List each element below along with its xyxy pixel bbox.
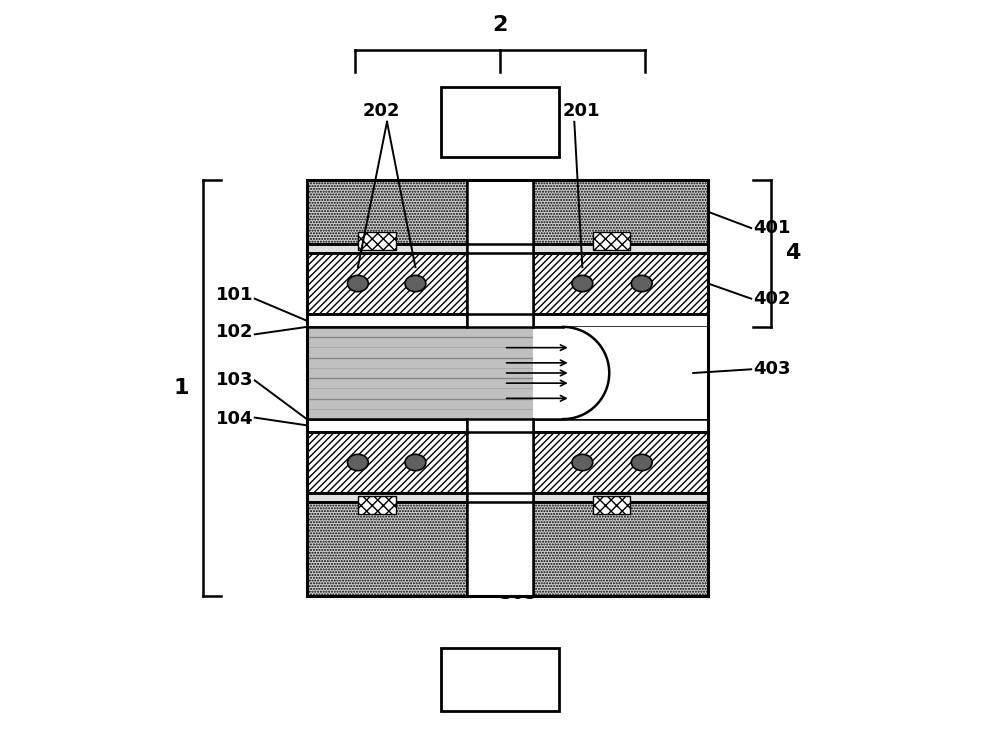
Bar bbox=[593, 495, 630, 514]
Ellipse shape bbox=[405, 454, 426, 471]
Bar bbox=[307, 502, 467, 596]
Ellipse shape bbox=[347, 454, 368, 471]
Ellipse shape bbox=[347, 275, 368, 292]
Bar bbox=[593, 232, 630, 251]
Text: 102: 102 bbox=[216, 323, 253, 341]
Bar bbox=[307, 180, 708, 596]
Bar bbox=[533, 419, 708, 432]
Bar bbox=[307, 493, 467, 502]
Text: 403: 403 bbox=[753, 360, 790, 378]
Bar bbox=[307, 244, 467, 253]
Bar bbox=[307, 314, 467, 327]
Text: 2: 2 bbox=[492, 15, 508, 35]
Text: 104: 104 bbox=[216, 410, 253, 428]
Bar bbox=[441, 87, 559, 157]
Text: 402: 402 bbox=[753, 289, 790, 307]
Bar bbox=[307, 327, 563, 419]
Bar bbox=[467, 419, 533, 596]
Bar bbox=[533, 502, 708, 596]
Bar bbox=[307, 419, 467, 432]
Text: 101: 101 bbox=[216, 286, 253, 304]
Ellipse shape bbox=[572, 275, 593, 292]
Text: 1: 1 bbox=[174, 378, 189, 398]
Ellipse shape bbox=[572, 454, 593, 471]
Bar bbox=[307, 180, 467, 244]
Bar bbox=[533, 432, 708, 493]
Bar bbox=[307, 432, 467, 493]
Polygon shape bbox=[563, 327, 609, 419]
Bar bbox=[533, 180, 708, 244]
Bar bbox=[358, 232, 396, 251]
Text: 305: 305 bbox=[500, 585, 538, 603]
Text: 3: 3 bbox=[491, 668, 509, 692]
Bar bbox=[533, 253, 708, 314]
Bar bbox=[307, 253, 467, 314]
Text: 202: 202 bbox=[362, 102, 400, 120]
Text: 401: 401 bbox=[753, 219, 790, 237]
Bar bbox=[441, 648, 559, 711]
Ellipse shape bbox=[631, 275, 652, 292]
Text: 4: 4 bbox=[785, 243, 800, 263]
Bar bbox=[533, 314, 708, 327]
Text: 103: 103 bbox=[216, 372, 253, 389]
Ellipse shape bbox=[405, 275, 426, 292]
Bar bbox=[533, 493, 708, 502]
Bar bbox=[533, 244, 708, 253]
Bar bbox=[358, 495, 396, 514]
Ellipse shape bbox=[631, 454, 652, 471]
Bar bbox=[533, 327, 708, 419]
Text: 3: 3 bbox=[491, 110, 509, 134]
Bar bbox=[467, 180, 533, 327]
Text: 201: 201 bbox=[563, 102, 601, 120]
